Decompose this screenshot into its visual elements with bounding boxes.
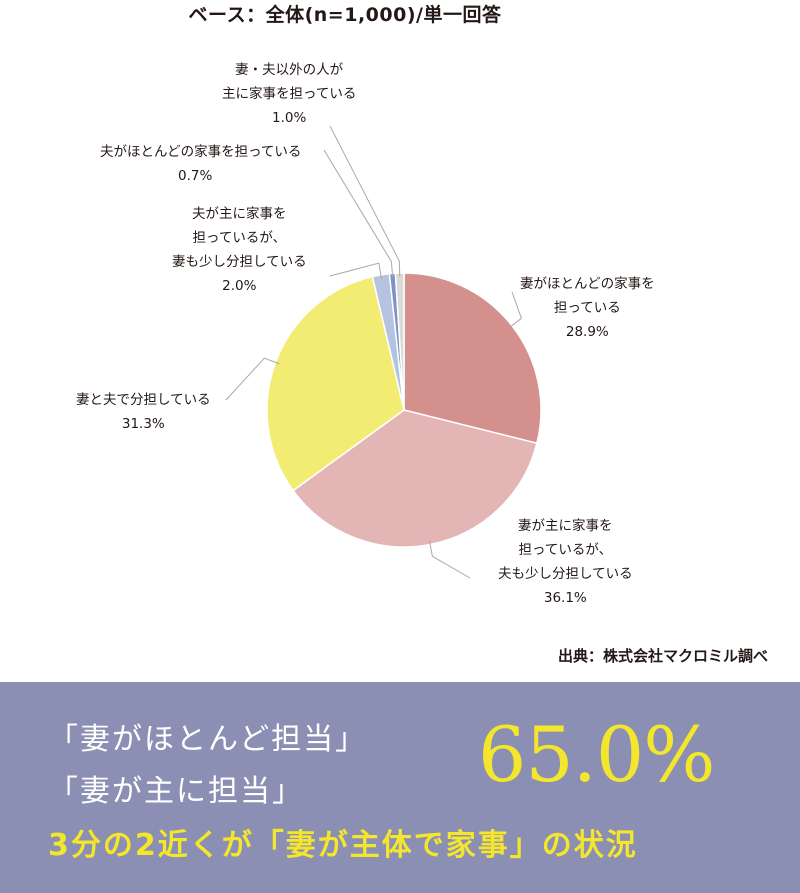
summary-quote-2: 「妻が主に担当」 (48, 774, 304, 809)
leader-line-husband-mostly (323, 149, 394, 278)
summary-quote-1: 「妻がほとんど担当」 (48, 722, 368, 757)
slice-label-husband-mostly: 夫がほとんどの家事を担っている 0.7% (100, 144, 302, 184)
slice-label-wife-main: 妻が主に家事を 担っているが、 夫も少し分担している 36.1% (498, 518, 633, 606)
pie-chart (225, 125, 542, 579)
source-note: 出典：株式会社マクロミル調べ (557, 647, 768, 665)
summary-percent: 65.0% (478, 710, 715, 799)
slice-label-others: 妻・夫以外の人が 主に家事を担っている 1.0% (222, 62, 357, 126)
slice-label-wife-mostly: 妻がほとんどの家事を 担っている 28.9% (520, 276, 655, 340)
leader-line-wife-mostly (508, 291, 523, 329)
chart-area: ベース：全体(n=1,000)/単一回答 妻がほとんどの家事を 担っている 28… (76, 4, 768, 665)
slice-label-shared: 妻と夫で分担している 31.3% (76, 392, 211, 432)
leader-line-wife-main (428, 540, 471, 579)
leader-line-husband-main (329, 262, 383, 279)
chart-subtitle: ベース：全体(n=1,000)/単一回答 (188, 4, 502, 26)
slice-label-husband-main: 夫が主に家事を 担っているが、 妻も少し分担している 2.0% (172, 206, 307, 294)
leader-line-others (329, 125, 401, 278)
leader-line-shared (225, 357, 280, 401)
summary-panel: 「妻がほとんど担当」 「妻が主に担当」 65.0% 3分の2近くが「妻が主体で家… (0, 682, 800, 893)
summary-conclusion: 3分の2近くが「妻が主体で家事」の状況 (48, 828, 638, 863)
